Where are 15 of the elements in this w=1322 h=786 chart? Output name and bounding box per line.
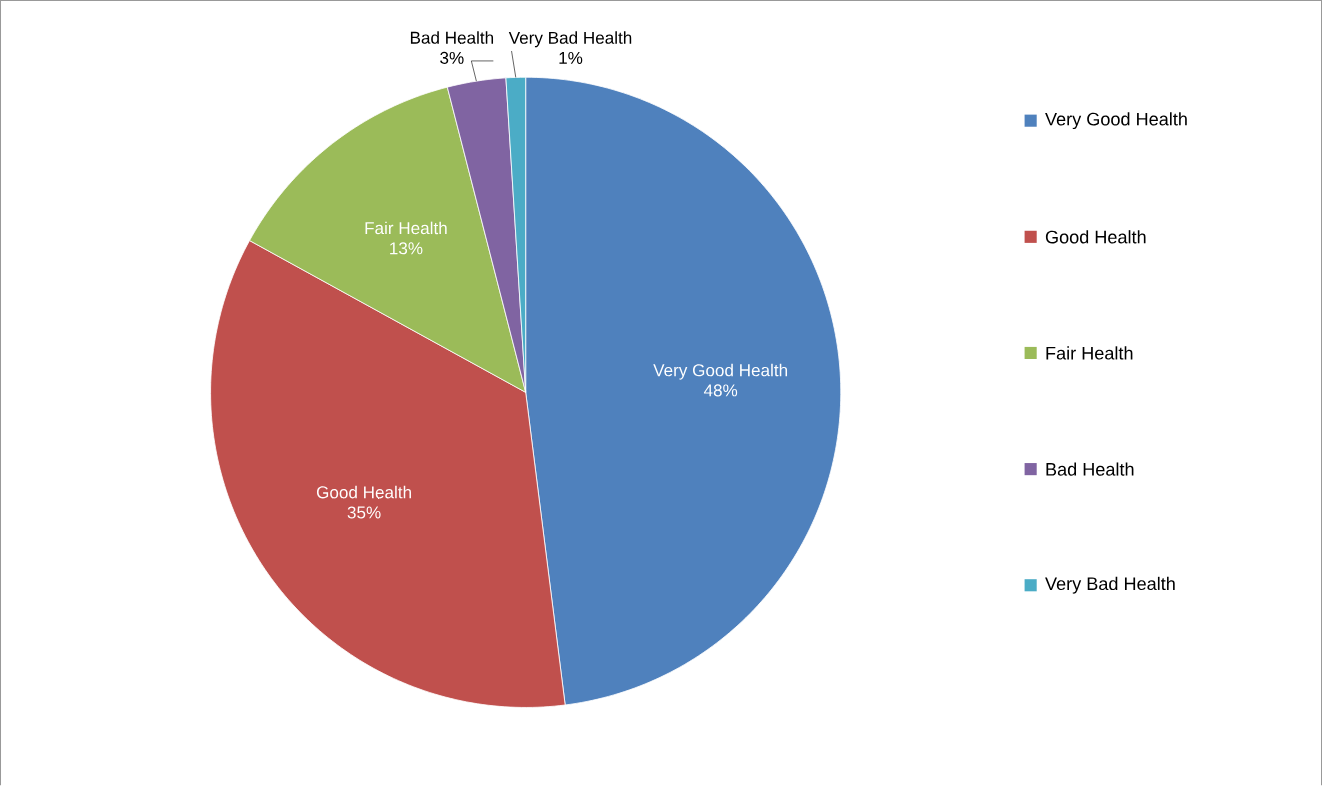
legend-label: Good Health <box>1045 230 1146 244</box>
legend-label: Fair Health <box>1046 346 1133 360</box>
slice-label: Very Bad Health <box>508 31 632 48</box>
slice-label: Fair Health <box>365 221 447 235</box>
data-label: 1% <box>559 52 583 65</box>
slice-label: Bad Health <box>410 31 494 44</box>
slice-label: Good Health <box>316 485 411 499</box>
data-label: 13% <box>390 242 423 255</box>
data-label: 3% <box>440 51 464 65</box>
data-label: 48% <box>703 384 738 397</box>
legend-label: Bad Health <box>1046 462 1134 476</box>
legend-label: Very Good Health <box>1045 112 1187 130</box>
slice-label: Very Good Health <box>653 363 788 380</box>
data-label: 35% <box>347 506 381 519</box>
legend-label: Very Bad Health <box>1045 576 1175 594</box>
